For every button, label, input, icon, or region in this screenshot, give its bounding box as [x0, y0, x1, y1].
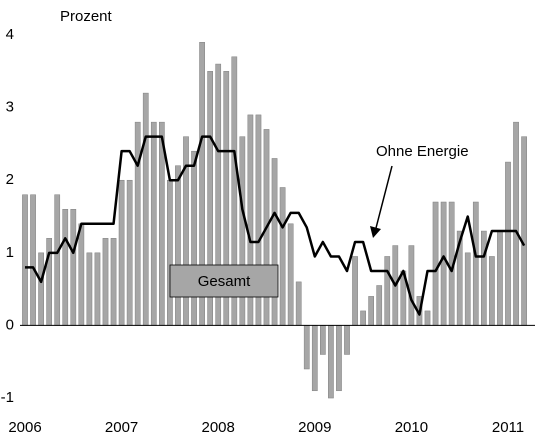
bar: [118, 179, 125, 326]
bar: [521, 136, 527, 326]
y-tick-label: 1: [6, 244, 14, 261]
line: [25, 135, 526, 316]
arrow-head: [370, 226, 381, 238]
y-tick-label: 4: [6, 26, 14, 43]
bar: [497, 230, 503, 326]
bar: [70, 209, 77, 326]
x-tick-label: 2010: [395, 419, 428, 436]
series-annotation: Ohne Energie: [376, 143, 469, 160]
y-tick-label: 2: [6, 171, 14, 188]
bar: [303, 325, 310, 370]
bar: [134, 121, 141, 326]
bar: [360, 310, 366, 326]
legend-box: [169, 264, 279, 298]
bar: [142, 92, 149, 326]
bar: [513, 121, 519, 326]
y-axis-label: Prozent: [60, 8, 113, 25]
bar: [336, 325, 342, 392]
annotation-arrow: [375, 165, 393, 229]
bar: [175, 165, 181, 326]
x-tick-label: 2008: [202, 419, 235, 436]
bar: [424, 310, 431, 326]
y-tick-label: -1: [1, 389, 14, 406]
bar: [384, 256, 391, 326]
y-tick-label: 3: [6, 99, 14, 116]
bar: [311, 325, 318, 392]
bar: [344, 325, 350, 355]
bar: [279, 187, 286, 326]
bar: [472, 201, 479, 326]
bar: [46, 238, 52, 326]
bar: [295, 281, 302, 326]
bar: [352, 256, 358, 326]
y-tick-label: 0: [6, 316, 14, 333]
bar: [167, 179, 173, 326]
bar: [62, 209, 69, 326]
x-tick-label: 2007: [105, 419, 138, 436]
bar: [505, 161, 511, 326]
x-tick-label: 2006: [8, 419, 41, 436]
bar: [328, 325, 334, 399]
bar: [191, 150, 197, 326]
bar: [408, 245, 415, 326]
bar: [22, 194, 28, 326]
bar: [150, 121, 157, 326]
bar: [38, 252, 44, 326]
bar: [489, 256, 495, 326]
bar: [94, 252, 101, 326]
bar: [368, 296, 374, 326]
bar: [110, 238, 117, 326]
bar: [481, 230, 487, 326]
bar: [432, 201, 439, 326]
bar: [271, 158, 278, 326]
bar: [440, 201, 447, 326]
bar: [464, 252, 471, 326]
bar: [102, 238, 109, 326]
bar: [376, 285, 383, 326]
bar: [54, 194, 61, 326]
bar: [126, 179, 133, 326]
bar: [30, 194, 36, 326]
x-tick-label: 2009: [298, 419, 331, 436]
bar: [78, 223, 85, 326]
bar: [86, 252, 93, 326]
legend-label: Gesamt: [198, 273, 251, 290]
bar: [287, 223, 294, 326]
x-tick-label: 2011: [492, 419, 524, 436]
bar: [320, 325, 326, 355]
